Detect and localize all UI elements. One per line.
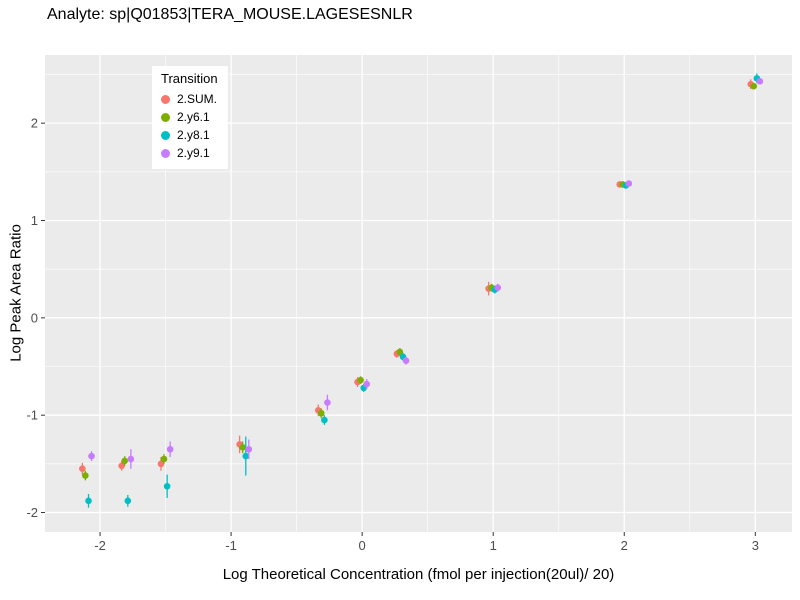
data-point bbox=[357, 376, 364, 384]
data-point bbox=[396, 348, 404, 356]
legend-item: 2.SUM. bbox=[161, 90, 218, 108]
data-point bbox=[124, 497, 132, 505]
x-tick-label: -2 bbox=[94, 538, 106, 553]
legend-title: Transition bbox=[161, 71, 218, 86]
data-point bbox=[160, 455, 168, 463]
legend-items: 2.SUM. 2.y6.1 2.y8.1 2.y9.1 bbox=[161, 90, 218, 162]
data-point bbox=[157, 460, 165, 468]
y-axis-label: Log Peak Area Ratio bbox=[7, 224, 25, 362]
legend-label: 2.y9.1 bbox=[177, 146, 210, 160]
chart-title: Analyte: sp|Q01853|TERA_MOUSE.LAGESESNLR bbox=[47, 6, 413, 23]
data-point bbox=[163, 482, 171, 490]
data-point bbox=[82, 472, 89, 479]
data-point bbox=[494, 284, 502, 291]
legend-swatch-icon bbox=[161, 94, 170, 104]
x-axis-label: Log Theoretical Concentration (fmol per … bbox=[222, 566, 615, 583]
data-point bbox=[79, 465, 86, 473]
data-point bbox=[85, 497, 92, 505]
data-point bbox=[324, 399, 331, 406]
legend-item: 2.y9.1 bbox=[161, 144, 218, 162]
legend-swatch-icon bbox=[161, 112, 170, 122]
x-tick-label: 3 bbox=[752, 538, 759, 553]
legend-item: 2.y8.1 bbox=[161, 126, 218, 144]
legend-swatch-icon bbox=[161, 148, 170, 158]
data-point bbox=[756, 77, 764, 85]
legend-label: 2.y6.1 bbox=[177, 110, 210, 124]
data-point bbox=[118, 462, 125, 470]
y-tick-label: -1 bbox=[26, 408, 38, 423]
data-point bbox=[88, 452, 95, 460]
legend-item: 2.y6.1 bbox=[161, 108, 218, 126]
x-tick-label: -1 bbox=[225, 538, 237, 553]
legend-swatch-icon bbox=[161, 130, 170, 140]
data-point bbox=[239, 444, 246, 451]
y-tick-label: -2 bbox=[26, 505, 38, 520]
y-tick-label: 2 bbox=[31, 116, 38, 131]
y-tick-label: 1 bbox=[31, 213, 38, 228]
data-point bbox=[166, 445, 174, 453]
x-tick-label: 1 bbox=[490, 538, 497, 553]
data-point bbox=[321, 416, 328, 424]
data-point bbox=[127, 455, 135, 463]
data-point bbox=[402, 357, 410, 364]
data-point bbox=[121, 457, 128, 465]
x-tick-label: 0 bbox=[359, 538, 366, 553]
data-point bbox=[625, 180, 633, 187]
data-point bbox=[242, 452, 250, 460]
x-tick-label: 2 bbox=[621, 538, 628, 553]
data-point bbox=[750, 82, 758, 90]
data-point bbox=[317, 409, 325, 417]
data-point bbox=[363, 380, 371, 388]
legend-label: 2.SUM. bbox=[177, 92, 218, 106]
legend: Transition 2.SUM. 2.y6.1 2.y8.1 2.y9.1 bbox=[152, 66, 228, 169]
data-point bbox=[245, 445, 253, 453]
y-tick-label: 0 bbox=[31, 310, 38, 325]
legend-label: 2.y8.1 bbox=[177, 128, 210, 142]
